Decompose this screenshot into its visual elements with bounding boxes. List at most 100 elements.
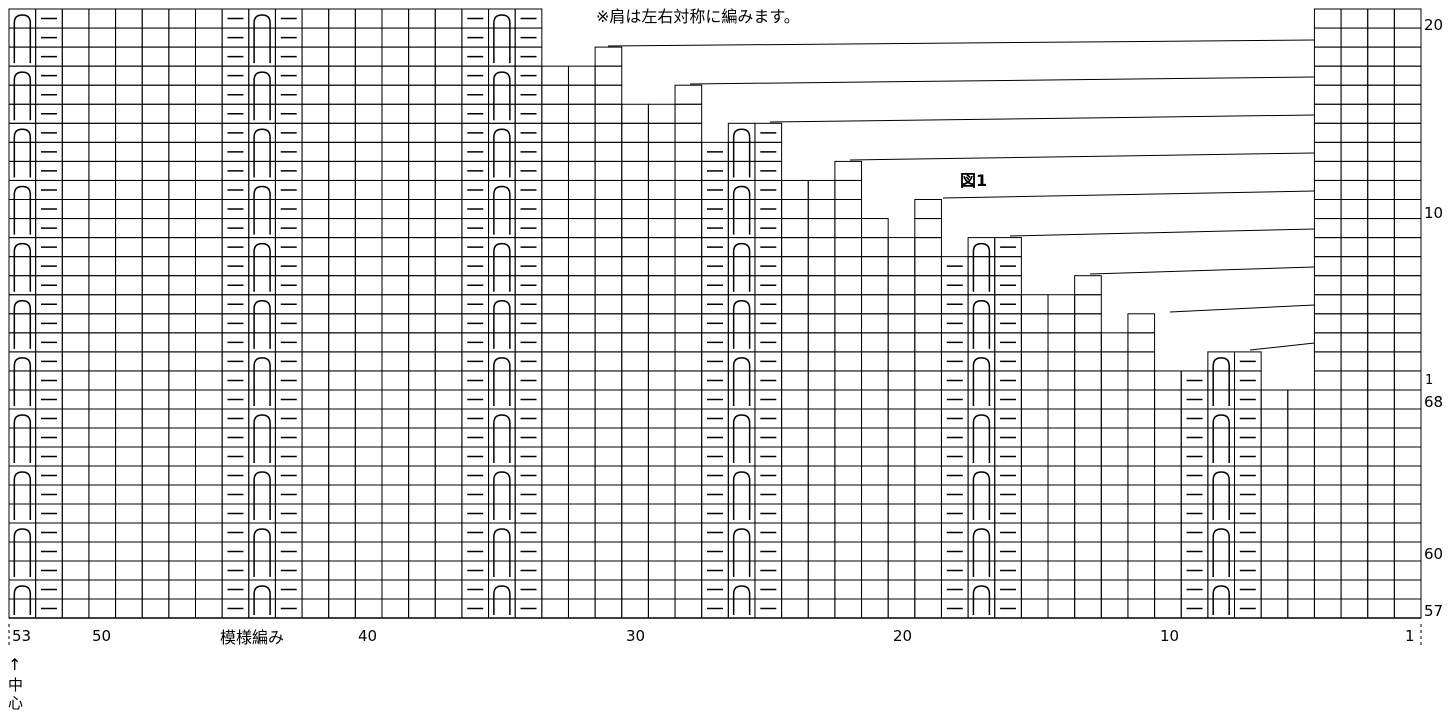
stitch-cell <box>807 313 836 334</box>
stitch-cell <box>8 598 37 619</box>
stitch-cell <box>168 522 196 543</box>
stitch-cell <box>1260 560 1289 581</box>
cable-symbol <box>1212 471 1230 520</box>
stitch-cell <box>354 389 383 410</box>
stitch-cell <box>8 408 37 429</box>
stitch-cell <box>541 560 569 581</box>
stitch-cell <box>567 446 596 467</box>
stitch-cell <box>1047 370 1076 391</box>
stitch-cell <box>1047 427 1076 448</box>
stitch-cell <box>1154 446 1182 467</box>
stitch-cell <box>328 27 356 48</box>
stitch-cell <box>1313 275 1342 296</box>
stitch-cell <box>674 294 703 315</box>
stitch-cell <box>381 27 410 48</box>
stitch-cell <box>488 46 516 67</box>
cable-symbol <box>732 185 751 235</box>
stitch-cell <box>301 370 330 391</box>
stitch-cell <box>88 332 117 353</box>
stitch-cell <box>115 237 143 258</box>
stitch-cell <box>781 179 809 200</box>
stitch-cell <box>1313 446 1342 467</box>
stitch-cell <box>1207 560 1236 581</box>
stitch-cell <box>194 522 223 543</box>
stitch-cell <box>115 598 143 619</box>
stitch-cell <box>914 560 942 581</box>
stitch-cell <box>541 541 569 562</box>
stitch-cell <box>115 65 143 86</box>
stitch-cell <box>1367 141 1395 162</box>
stitch-cell <box>1313 46 1342 67</box>
stitch-cell <box>1154 370 1182 391</box>
stitch-cell <box>861 256 889 277</box>
stitch-cell <box>488 503 516 524</box>
stitch-cell <box>1127 503 1156 524</box>
stitch-cell <box>1047 351 1076 372</box>
stitch-cell <box>194 8 223 29</box>
stitch-cell <box>1313 389 1342 410</box>
stitch-cell <box>168 598 196 619</box>
stitch-cell <box>621 237 649 258</box>
stitch-cell <box>61 8 90 29</box>
stitch-cell <box>1207 522 1236 543</box>
stitch-cell <box>8 370 37 391</box>
stitch-cell <box>914 370 942 391</box>
stitch-cell <box>621 503 649 524</box>
stitch-cell <box>1340 408 1369 429</box>
stitch-cell <box>1393 8 1422 29</box>
stitch-cell <box>61 465 90 486</box>
center-label-2: 心 <box>8 694 23 712</box>
stitch-cell <box>434 503 463 524</box>
stitch-cell <box>488 351 516 372</box>
stitch-cell <box>1340 8 1369 29</box>
stitch-cell <box>408 160 436 181</box>
cable-symbol <box>253 414 271 463</box>
stitch-cell <box>967 237 996 258</box>
stitch-cell <box>248 103 276 124</box>
stitch-cell <box>1340 122 1369 143</box>
stitch-cell <box>141 427 170 448</box>
stitch-cell <box>1340 446 1369 467</box>
stitch-cell <box>381 141 410 162</box>
stitch-cell <box>1367 84 1395 105</box>
cable-symbol <box>253 242 271 292</box>
stitch-cell <box>647 103 676 124</box>
stitch-cell <box>354 351 383 372</box>
stitch-cell <box>967 313 996 334</box>
stitch-cell <box>1127 351 1156 372</box>
stitch-cell <box>8 199 37 220</box>
stitch-cell <box>567 598 596 619</box>
stitch-cell <box>381 122 410 143</box>
stitch-cell <box>1020 503 1049 524</box>
stitch-cell <box>194 579 223 600</box>
leader-line <box>1249 342 1315 351</box>
stitch-cell <box>88 237 117 258</box>
cable-symbol <box>253 128 271 178</box>
stitch-cell <box>408 218 436 239</box>
stitch-cell <box>1100 351 1129 372</box>
stitch-cell <box>194 503 223 524</box>
stitch-cell <box>8 218 37 239</box>
stitch-cell <box>488 332 516 353</box>
stitch-cell <box>834 465 863 486</box>
stitch-cell <box>248 218 276 239</box>
stitch-cell <box>328 199 356 220</box>
stitch-cell <box>354 446 383 467</box>
stitch-cell <box>887 598 916 619</box>
stitch-cell <box>1340 332 1369 353</box>
stitch-cell <box>887 541 916 562</box>
stitch-cell <box>1313 560 1342 581</box>
stitch-cell <box>887 370 916 391</box>
stitch-cell <box>434 427 463 448</box>
stitch-cell <box>541 503 569 524</box>
stitch-cell <box>328 84 356 105</box>
stitch-cell <box>381 8 410 29</box>
stitch-cell <box>168 332 196 353</box>
stitch-cell <box>567 84 596 105</box>
stitch-cell <box>1047 560 1076 581</box>
stitch-cell <box>301 389 330 410</box>
stitch-cell <box>8 579 37 600</box>
stitch-cell <box>1340 65 1369 86</box>
cable-symbol <box>493 299 511 349</box>
stitch-cell <box>328 313 356 334</box>
